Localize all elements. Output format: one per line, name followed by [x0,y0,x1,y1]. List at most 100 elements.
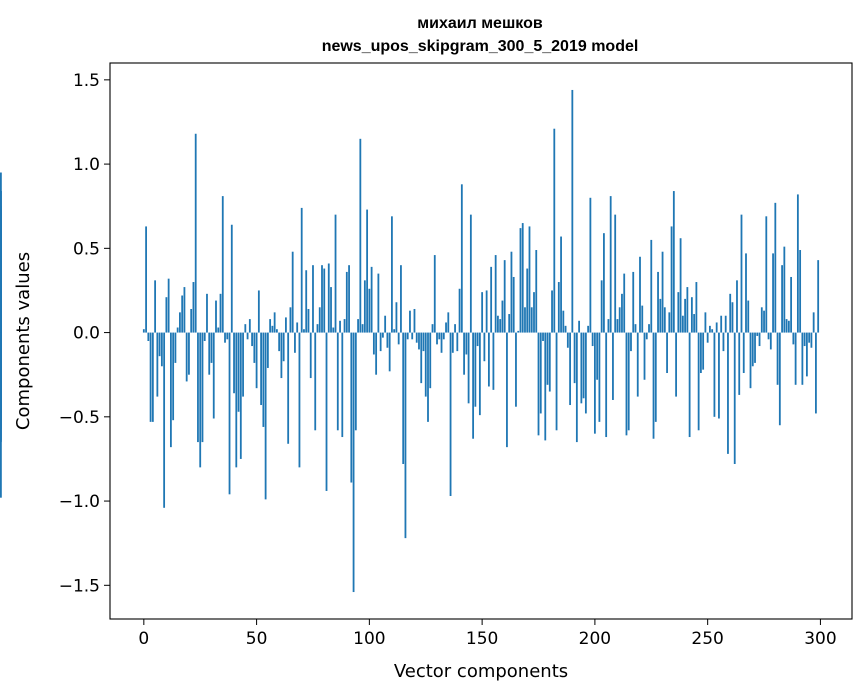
bar-121 [415,332,418,343]
bar-255 [718,332,720,419]
bar-56 [269,319,272,333]
bar-149 [478,332,481,416]
bar-undefined [0,332,2,368]
bar-206 [607,319,610,333]
bar-29 [208,332,211,375]
bar-216 [630,332,632,352]
bar-263 [736,280,738,333]
bar-124 [422,332,425,352]
bar-274 [760,307,763,333]
bar-220 [639,256,641,333]
bar-undefined [0,332,2,441]
bar-167 [519,228,522,333]
y-axis-ticks: −1.5 −1.0 −0.5 0.0 0.5 1.0 1.5 [59,71,110,596]
bar-203 [600,280,603,333]
bar-142 [463,332,465,375]
bar-16 [179,312,181,333]
bar-158 [499,319,502,333]
x-axis-ticks: 0 50 100 150 200 250 300 [138,619,837,649]
bar-110 [391,216,393,333]
bar-279 [772,253,774,333]
bar-89 [343,319,346,333]
bar-260 [729,293,732,333]
bar-269 [749,332,752,389]
bar-165 [515,332,517,407]
bar-9 [163,332,166,508]
bar-179 [546,332,549,385]
bar-144 [467,332,470,404]
y-axis-label: Components values [13,252,34,430]
bar-251 [709,325,711,333]
bar-43 [239,332,242,459]
bar-292 [801,332,804,385]
bar-50 [255,332,258,389]
bar-6 [156,332,159,397]
bar-66 [291,251,294,333]
bar-112 [395,302,398,333]
bar-201 [596,332,599,380]
bar-27 [203,332,206,341]
bar-128 [431,324,434,333]
bar-244 [693,314,696,333]
bar-140 [458,288,461,333]
bar-114 [400,265,402,333]
bar-48 [251,332,253,347]
bar-30 [210,332,213,363]
bar-281 [776,332,779,385]
bar-135 [447,312,450,333]
bar-208 [612,332,614,400]
bar-146 [472,332,475,439]
y-tick-label: −0.5 [59,408,100,428]
bar-161 [506,332,508,448]
bar-86 [336,332,339,431]
bar-68 [296,322,299,333]
bar-139 [456,332,459,352]
x-tick-label: 0 [138,629,149,649]
bar-172 [530,307,533,333]
bar-175 [537,332,540,436]
bar-26 [201,332,204,443]
bar-65 [289,307,292,333]
bar-41 [235,332,238,468]
bar-168 [521,223,524,333]
bar-207 [609,196,612,333]
bar-209 [614,214,617,333]
bar-57 [271,325,274,333]
bar-131 [438,332,441,340]
bar-162 [508,314,511,333]
bar-107 [384,315,387,333]
bar-210 [616,319,619,333]
bar-284 [783,246,786,333]
bar-undefined [0,292,2,333]
bar-19 [185,332,188,382]
bar-190 [571,89,574,333]
bar-187 [564,325,567,333]
bar-118 [409,310,411,333]
bar-60 [278,332,281,352]
bar-238 [679,238,682,333]
bar-91 [348,265,350,333]
bar-196 [584,332,587,414]
bar-192 [575,332,578,443]
bar-266 [742,332,745,374]
bar-151 [483,332,486,362]
bar-215 [627,332,630,431]
bar-23 [194,133,197,333]
bar-148 [476,332,479,347]
bar-254 [715,322,718,333]
bar-44 [242,332,244,397]
bar-163 [510,251,513,333]
bar-253 [713,332,716,417]
bar-270 [751,332,754,367]
bar-234 [670,226,673,333]
bar-258 [724,315,727,333]
bar-293 [803,332,806,347]
bar-183 [555,332,558,431]
bar-100 [368,288,371,333]
x-tick-label: 250 [691,629,723,649]
bar-202 [598,332,601,422]
bar-64 [287,332,290,444]
bar-88 [341,332,344,438]
bar-13 [172,332,175,421]
